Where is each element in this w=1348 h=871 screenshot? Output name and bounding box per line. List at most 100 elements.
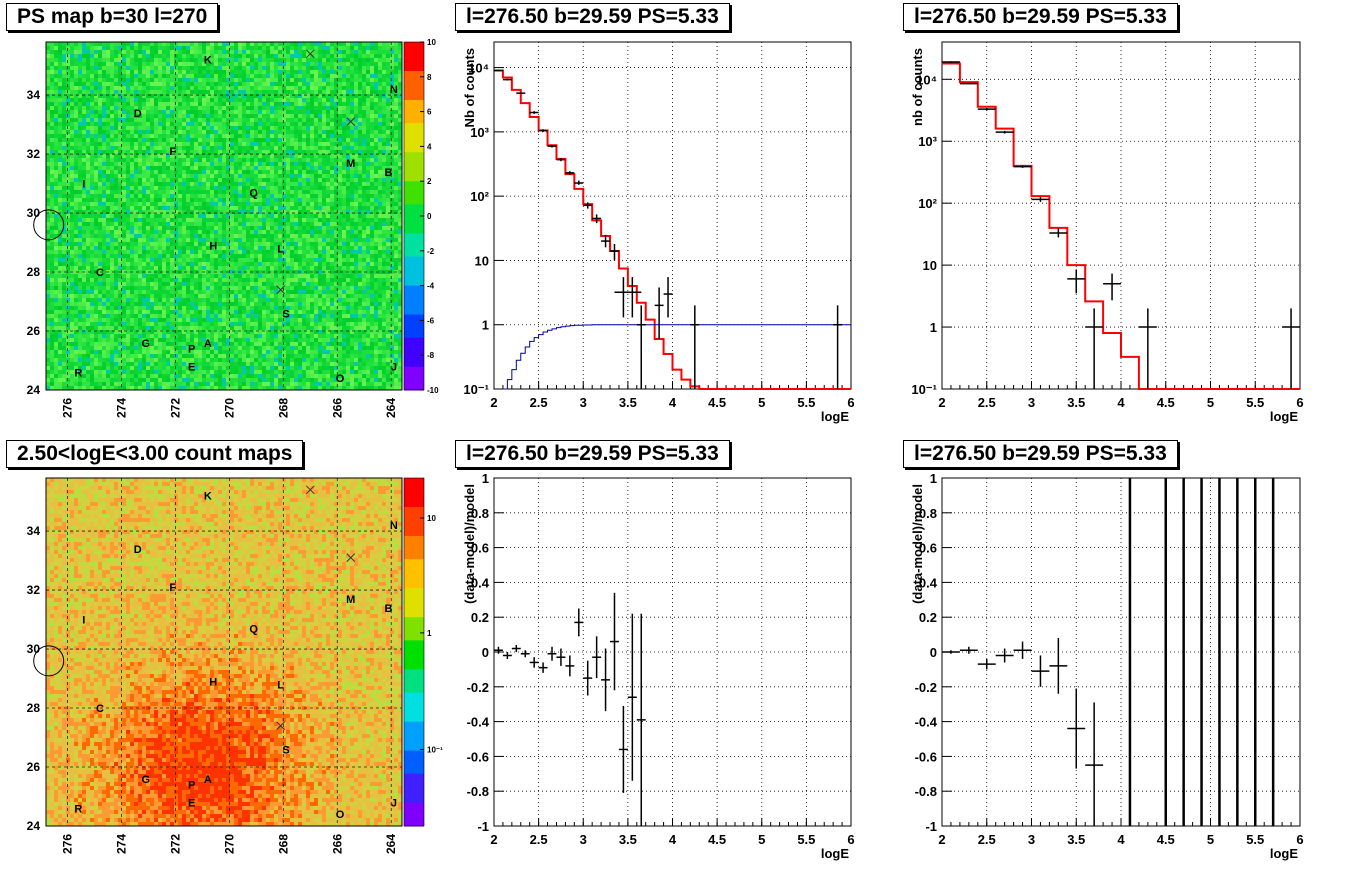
- heatmap-cell: [150, 278, 154, 282]
- heatmap-cell: [98, 294, 102, 298]
- heatmap-cell: [170, 166, 174, 170]
- heatmap-cell: [126, 286, 130, 290]
- heatmap-cell: [258, 226, 262, 230]
- heatmap-cell: [118, 174, 122, 178]
- heatmap-cell: [162, 250, 166, 254]
- heatmap-cell: [66, 250, 70, 254]
- heatmap-cell: [114, 286, 118, 290]
- heatmap-cell: [134, 266, 138, 270]
- heatmap-cell: [258, 246, 262, 250]
- heatmap-cell: [258, 98, 262, 102]
- heatmap-cell: [250, 314, 254, 318]
- heatmap-cell: [202, 362, 206, 366]
- heatmap-cell: [94, 310, 98, 314]
- heatmap-cell: [230, 366, 234, 370]
- heatmap-cell: [166, 190, 170, 194]
- heatmap-cell: [118, 238, 122, 242]
- heatmap-cell: [238, 214, 242, 218]
- heatmap-cell: [110, 198, 114, 202]
- heatmap-cell: [214, 254, 218, 258]
- heatmap-cell: [214, 358, 218, 362]
- heatmap-cell: [122, 206, 126, 210]
- heatmap-cell: [114, 310, 118, 314]
- heatmap-cell: [230, 118, 234, 122]
- heatmap-cell: [202, 306, 206, 310]
- heatmap-cell: [54, 158, 58, 162]
- heatmap-cell: [158, 306, 162, 310]
- heatmap-cell: [226, 114, 230, 118]
- heatmap-cell: [242, 134, 246, 138]
- heatmap-cell: [130, 154, 134, 158]
- heatmap-cell: [102, 150, 106, 154]
- heatmap-cell: [50, 142, 54, 146]
- heatmap-cell: [214, 154, 218, 158]
- heatmap-cell: [242, 314, 246, 318]
- heatmap-cell: [178, 110, 182, 114]
- heatmap-cell: [194, 62, 198, 66]
- heatmap-cell: [214, 146, 218, 150]
- heatmap-cell: [270, 294, 274, 298]
- heatmap-cell: [66, 46, 70, 50]
- heatmap-cell: [158, 354, 162, 358]
- heatmap-cell: [54, 266, 58, 270]
- heatmap-cell: [126, 86, 130, 90]
- heatmap-cell: [90, 322, 94, 326]
- heatmap-cell: [186, 310, 190, 314]
- heatmap-cell: [130, 50, 134, 54]
- heatmap-cell: [202, 158, 206, 162]
- heatmap-cell: [102, 66, 106, 70]
- heatmap-cell: [162, 138, 166, 142]
- heatmap-cell: [254, 274, 258, 278]
- heatmap-cell: [234, 366, 238, 370]
- heatmap-cell: [230, 246, 234, 250]
- heatmap-cell: [218, 158, 222, 162]
- heatmap-cell: [162, 314, 166, 318]
- heatmap-cell: [266, 62, 270, 66]
- heatmap-cell: [114, 202, 118, 206]
- heatmap-cell: [134, 254, 138, 258]
- heatmap-cell: [146, 118, 150, 122]
- heatmap-cell: [166, 142, 170, 146]
- heatmap-cell: [146, 338, 150, 342]
- heatmap-cell: [178, 322, 182, 326]
- heatmap-cell: [106, 358, 110, 362]
- heatmap-cell: [194, 118, 198, 122]
- heatmap-cell: [222, 66, 226, 70]
- heatmap-cell: [90, 102, 94, 106]
- heatmap-cell: [266, 194, 270, 198]
- heatmap-cell: [114, 54, 118, 58]
- heatmap-cell: [130, 86, 134, 90]
- heatmap-cell: [218, 86, 222, 90]
- heatmap-cell: [170, 114, 174, 118]
- heatmap-cell: [70, 226, 74, 230]
- heatmap-cell: [178, 262, 182, 266]
- heatmap-cell: [62, 186, 66, 190]
- heatmap-cell: [142, 118, 146, 122]
- heatmap-cell: [222, 298, 226, 302]
- heatmap-cell: [62, 350, 66, 354]
- heatmap-cell: [202, 318, 206, 322]
- heatmap-cell: [54, 174, 58, 178]
- heatmap-cell: [170, 78, 174, 82]
- heatmap-cell: [254, 134, 258, 138]
- heatmap-cell: [126, 366, 130, 370]
- heatmap-cell: [182, 110, 186, 114]
- heatmap-cell: [78, 330, 82, 334]
- heatmap-cell: [86, 366, 90, 370]
- heatmap-cell: [162, 286, 166, 290]
- heatmap-cell: [258, 302, 262, 306]
- heatmap-cell: [186, 66, 190, 70]
- heatmap-cell: [194, 242, 198, 246]
- heatmap-cell: [66, 126, 70, 130]
- heatmap-cell: [214, 310, 218, 314]
- heatmap-cell: [82, 90, 86, 94]
- heatmap-cell: [74, 194, 78, 198]
- heatmap-cell: [58, 334, 62, 338]
- heatmap-cell: [162, 366, 166, 370]
- heatmap-cell: [250, 206, 254, 210]
- heatmap-cell: [90, 190, 94, 194]
- heatmap-cell: [250, 238, 254, 242]
- heatmap-cell: [118, 114, 122, 118]
- heatmap-cell: [186, 102, 190, 106]
- heatmap-cell: [210, 182, 214, 186]
